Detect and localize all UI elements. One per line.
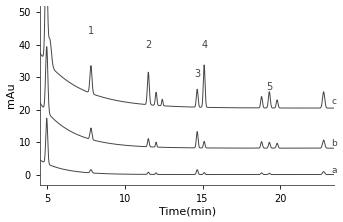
X-axis label: Time(min): Time(min) <box>158 206 216 216</box>
Text: a: a <box>331 166 337 175</box>
Text: 5: 5 <box>266 82 272 92</box>
Text: 2: 2 <box>145 40 152 50</box>
Y-axis label: mAu: mAu <box>5 82 15 108</box>
Text: 1: 1 <box>88 26 94 36</box>
Text: 4: 4 <box>201 40 207 50</box>
Text: c: c <box>331 97 336 106</box>
Text: 3: 3 <box>194 69 200 79</box>
Text: b: b <box>331 139 337 149</box>
